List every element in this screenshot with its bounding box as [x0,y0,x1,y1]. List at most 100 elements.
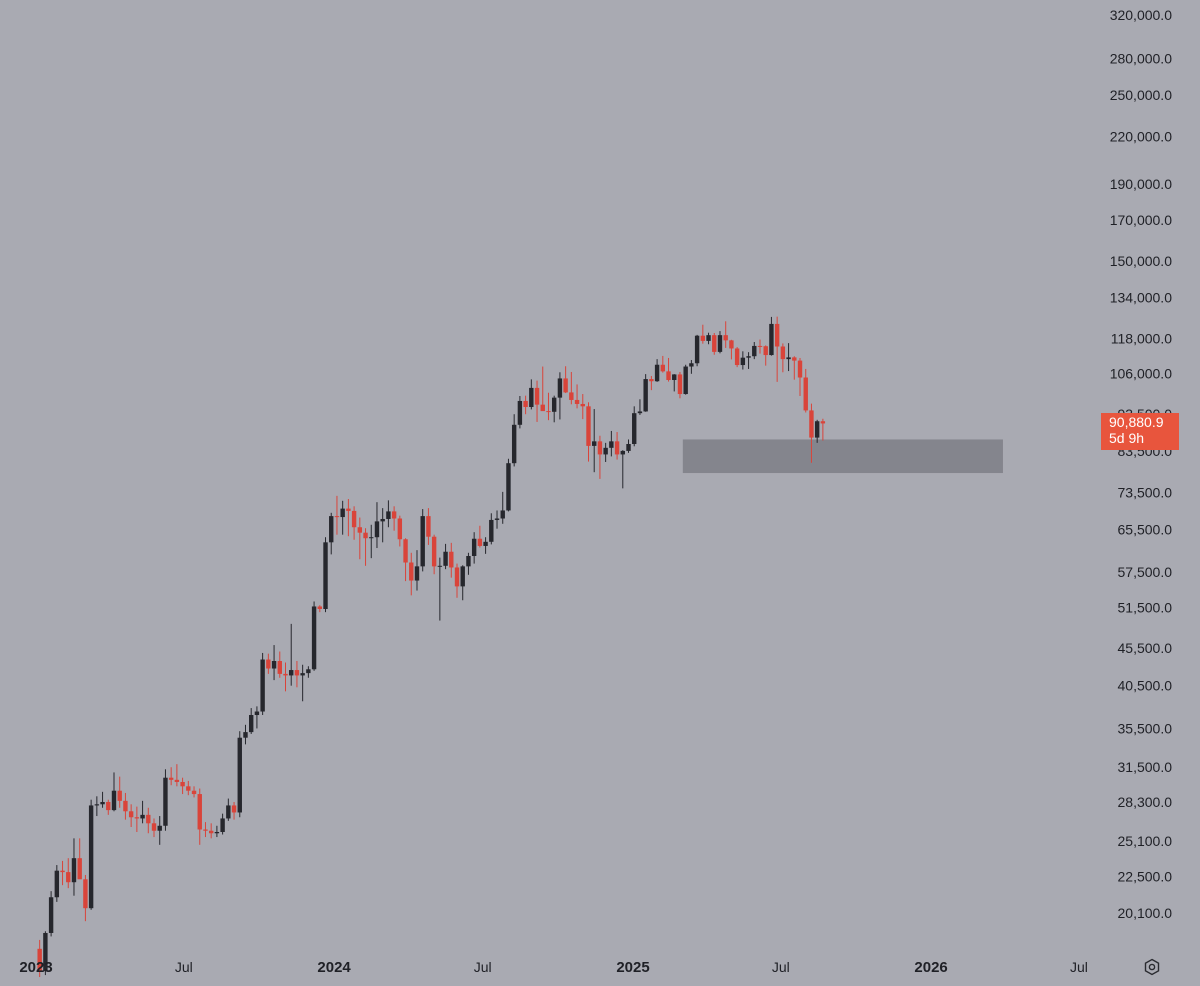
candle[interactable] [734,347,740,368]
candle[interactable] [111,772,117,812]
candle[interactable] [774,316,780,382]
candle[interactable] [88,799,94,910]
candle[interactable] [563,366,568,394]
candle[interactable] [220,813,225,835]
candle[interactable] [391,506,397,531]
candle[interactable] [106,799,111,815]
candle[interactable] [294,661,300,688]
candle[interactable] [580,394,585,420]
candle[interactable] [186,780,191,796]
settings-gear-icon[interactable] [1143,958,1161,976]
candle[interactable] [237,731,242,818]
candle[interactable] [677,371,683,399]
candle[interactable] [529,379,534,410]
candle[interactable] [449,542,454,578]
candle[interactable] [723,321,728,348]
candle[interactable] [123,792,128,820]
candle[interactable] [231,801,237,820]
candle[interactable] [780,343,786,373]
candle[interactable] [174,764,180,787]
candle[interactable] [340,500,345,535]
candle[interactable] [689,360,694,374]
candle[interactable] [694,334,700,367]
candle[interactable] [163,769,168,831]
candle[interactable] [803,368,808,413]
candle[interactable] [317,605,322,613]
candle[interactable] [180,777,185,795]
candle[interactable] [523,395,528,415]
candle[interactable] [403,538,408,582]
candle[interactable] [77,838,82,880]
candle[interactable] [71,838,77,896]
candle[interactable] [277,651,282,678]
candle[interactable] [289,623,294,686]
candle[interactable] [683,364,688,395]
candle[interactable] [752,342,757,360]
candle[interactable] [409,552,414,596]
candle[interactable] [254,706,260,729]
candle[interactable] [151,818,157,838]
candle[interactable] [809,403,814,463]
candle[interactable] [334,495,340,535]
candle[interactable] [357,517,363,560]
candle[interactable] [380,508,385,543]
candle[interactable] [792,356,797,380]
candle[interactable] [494,510,500,529]
candle[interactable] [672,374,677,392]
candle[interactable] [351,506,357,540]
candle[interactable] [437,557,443,621]
candle[interactable] [300,664,305,702]
candle[interactable] [266,653,271,674]
candle[interactable] [609,430,614,457]
candle[interactable] [397,515,403,547]
candle[interactable] [243,724,248,745]
candle[interactable] [477,525,483,548]
candle[interactable] [626,439,631,453]
candle[interactable] [248,708,254,734]
candle[interactable] [757,339,763,354]
candle[interactable] [168,767,174,786]
candle[interactable] [666,357,671,382]
candle[interactable] [471,532,477,564]
candle[interactable] [586,402,591,462]
candle[interactable] [466,552,471,575]
candle[interactable] [506,458,511,512]
candle[interactable] [637,399,643,415]
candle[interactable] [546,392,551,421]
candle[interactable] [271,645,277,681]
candle[interactable] [712,332,717,355]
candle[interactable] [569,371,574,405]
candle[interactable] [643,374,648,412]
candle[interactable] [128,804,134,828]
candle[interactable] [431,534,437,575]
candle[interactable] [603,442,608,462]
candle[interactable] [214,825,220,838]
candle[interactable] [511,414,517,467]
candle[interactable] [632,406,637,447]
candle[interactable] [489,513,494,545]
candle[interactable] [306,666,311,678]
candle[interactable] [574,384,580,409]
candle[interactable] [374,502,380,549]
candle[interactable] [420,509,425,572]
candle[interactable] [540,366,545,412]
candle[interactable] [48,891,54,937]
candle[interactable] [551,395,557,423]
candle[interactable] [94,796,100,817]
candle[interactable] [386,500,391,528]
x-axis[interactable]: 2023 Jul 2024 Jul 2025 Jul 2026 Jul [19,959,1088,976]
candle[interactable] [660,355,666,373]
candle[interactable] [146,807,151,834]
candle[interactable] [414,550,420,591]
candle[interactable] [500,491,505,524]
candle[interactable] [729,339,734,360]
candle[interactable] [746,352,751,369]
candle[interactable] [654,359,660,382]
candle[interactable] [454,563,460,598]
candle[interactable] [311,601,317,671]
candle[interactable] [208,823,214,839]
candle[interactable] [100,791,105,808]
candle[interactable] [283,662,288,692]
candle[interactable] [620,450,625,489]
candle[interactable] [117,776,122,808]
